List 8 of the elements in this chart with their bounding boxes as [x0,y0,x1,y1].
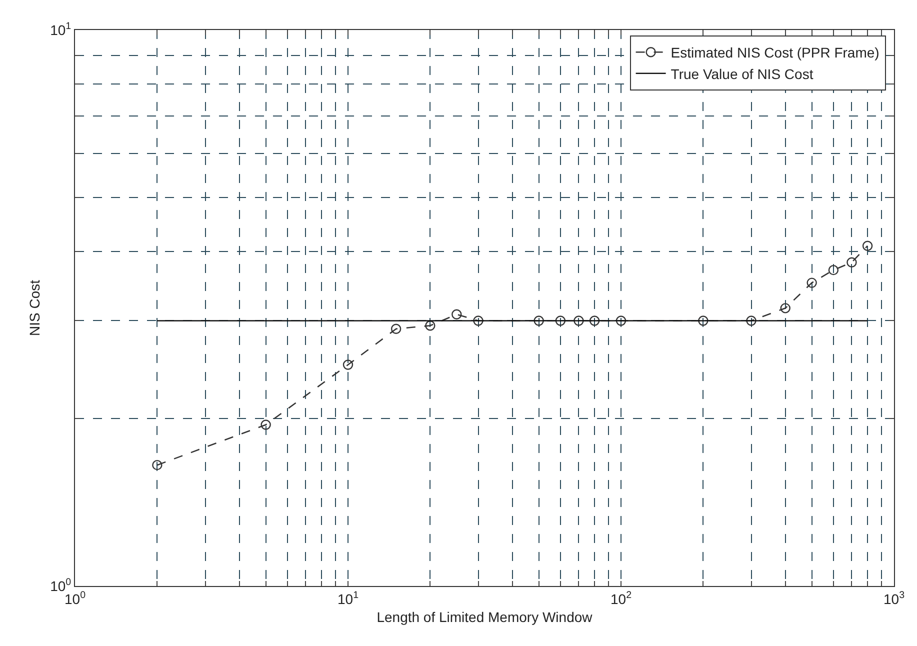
x-axis-title: Length of Limited Memory Window [376,609,594,626]
x-tick-label: 10$^{0}$ [64,590,86,607]
x-tick-label: 10$^{2}$ [610,590,632,607]
legend-label: Estimated NIS Cost (PPR Frame) [670,44,880,61]
x-tick-label: 10$^{1}$ [337,590,359,607]
legend-label: True Value of NIS Cost [670,66,814,82]
x-tick-label: 10$^{3}$ [883,590,906,607]
y-axis-title: NIS Cost [26,280,43,336]
